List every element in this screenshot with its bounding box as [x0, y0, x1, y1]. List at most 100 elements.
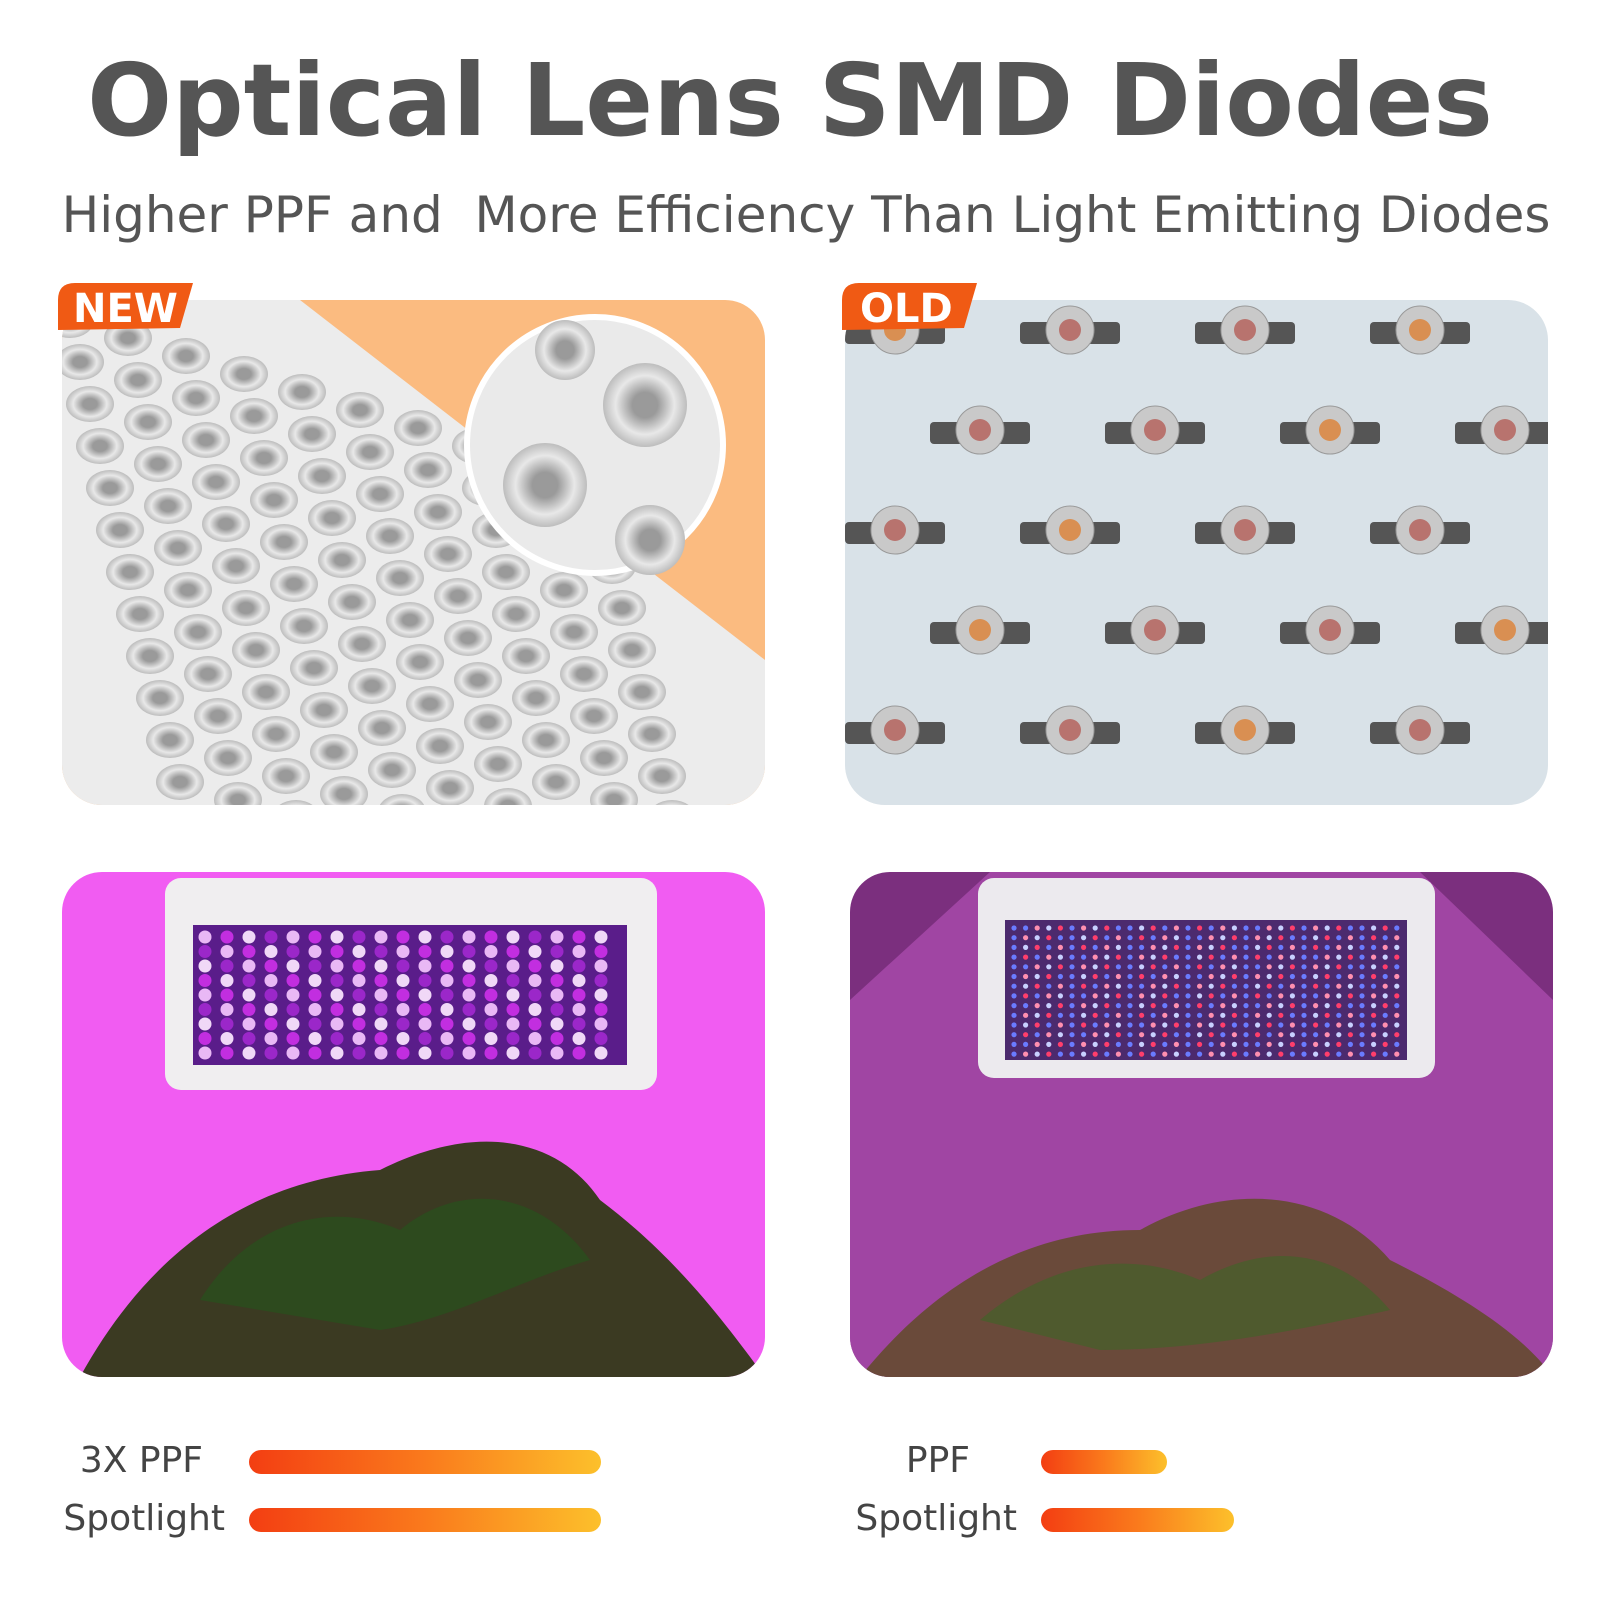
led — [528, 1017, 542, 1031]
led — [1278, 935, 1284, 941]
led — [374, 1003, 388, 1016]
led — [1208, 993, 1214, 999]
led — [1162, 954, 1168, 960]
lens — [580, 740, 628, 776]
led — [1185, 944, 1191, 951]
led — [220, 930, 234, 944]
lens — [388, 836, 436, 872]
ppf-bar — [1041, 1450, 1167, 1474]
led — [462, 988, 476, 1002]
led — [1394, 1041, 1400, 1047]
led — [1266, 964, 1272, 970]
led — [1150, 1003, 1156, 1009]
led — [1115, 925, 1121, 931]
led — [1069, 1041, 1075, 1047]
led — [1139, 1032, 1145, 1038]
led — [1324, 925, 1330, 931]
emitter-dome — [884, 719, 906, 741]
led — [264, 974, 278, 987]
led — [572, 959, 586, 973]
led — [1394, 973, 1400, 980]
lens — [252, 716, 300, 752]
led — [1057, 1032, 1063, 1038]
emitter-dome — [1409, 319, 1431, 341]
badge-new: NEW — [73, 286, 178, 332]
new-diode-photo — [62, 300, 765, 872]
led — [1023, 935, 1029, 941]
led — [1023, 1003, 1029, 1009]
led — [1255, 1032, 1261, 1038]
led — [1231, 935, 1237, 941]
led — [1046, 983, 1052, 989]
led — [1313, 1032, 1319, 1038]
lens — [278, 374, 326, 410]
led — [1150, 1022, 1156, 1028]
led — [1266, 944, 1272, 951]
led — [1173, 964, 1179, 970]
led — [1011, 1012, 1017, 1018]
lens — [280, 608, 328, 644]
led — [550, 945, 564, 958]
led — [1394, 1032, 1400, 1038]
led — [1371, 973, 1377, 980]
led — [1208, 1003, 1214, 1009]
lens — [618, 674, 666, 710]
led — [1127, 935, 1133, 941]
led — [1231, 944, 1237, 951]
led — [418, 1003, 432, 1016]
led — [594, 1003, 608, 1016]
led — [594, 959, 608, 973]
led — [220, 1003, 234, 1016]
led — [1347, 964, 1353, 970]
led — [1266, 993, 1272, 999]
led — [440, 1017, 454, 1031]
lens — [628, 716, 676, 752]
led — [1313, 1022, 1319, 1028]
led — [1185, 1032, 1191, 1038]
led — [594, 988, 608, 1002]
led — [572, 988, 586, 1002]
led — [1394, 993, 1400, 999]
led — [1150, 973, 1156, 980]
led — [594, 930, 608, 944]
led — [220, 1032, 234, 1045]
led — [1336, 1012, 1342, 1018]
led — [1173, 1022, 1179, 1028]
led — [1173, 1032, 1179, 1038]
led — [1139, 964, 1145, 970]
led — [242, 930, 256, 944]
led — [1173, 1041, 1179, 1047]
led — [440, 959, 454, 973]
lens — [192, 464, 240, 500]
led — [308, 1032, 322, 1045]
led — [1324, 935, 1330, 941]
led — [1394, 983, 1400, 989]
lens — [164, 572, 212, 608]
led — [1301, 954, 1307, 960]
led — [1023, 1012, 1029, 1018]
led — [506, 930, 520, 944]
led — [1162, 944, 1168, 951]
led — [528, 988, 542, 1002]
led — [1301, 1003, 1307, 1009]
led — [1057, 944, 1063, 951]
led — [1139, 925, 1145, 931]
led — [220, 1017, 234, 1031]
led — [1139, 1012, 1145, 1018]
led — [1162, 1003, 1168, 1009]
lens — [482, 554, 530, 590]
led — [1243, 1051, 1249, 1057]
led — [1115, 983, 1121, 989]
led — [1092, 1022, 1098, 1028]
old-grow-light-photo — [850, 872, 1553, 1377]
emitter-dome — [1494, 419, 1516, 441]
lens — [598, 590, 646, 626]
led — [308, 959, 322, 973]
led — [1243, 983, 1249, 989]
led — [1347, 1032, 1353, 1038]
led — [1382, 983, 1388, 989]
led — [242, 1017, 256, 1031]
led — [1394, 1012, 1400, 1018]
led — [1278, 1012, 1284, 1018]
led — [484, 945, 498, 958]
